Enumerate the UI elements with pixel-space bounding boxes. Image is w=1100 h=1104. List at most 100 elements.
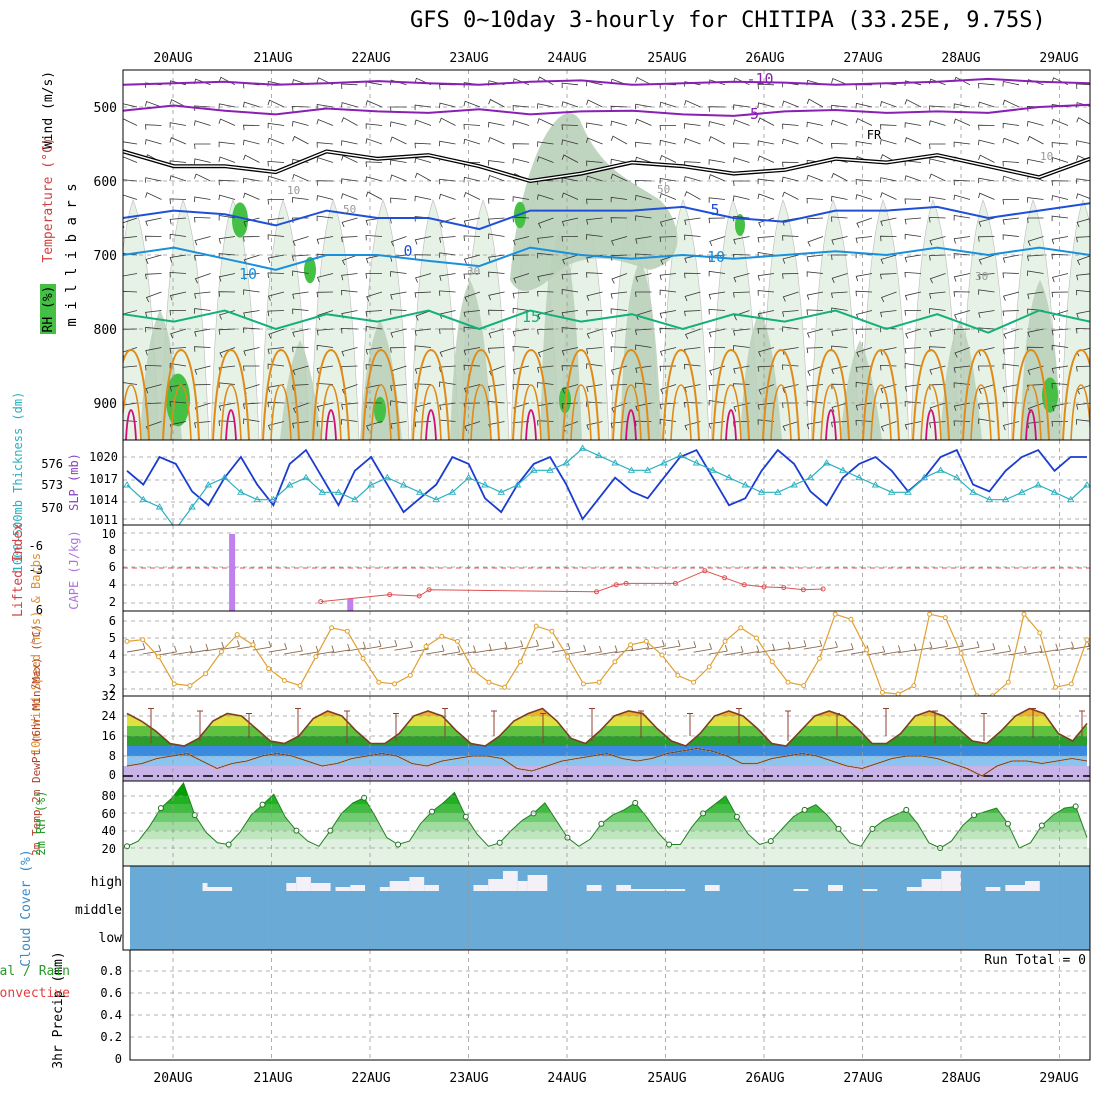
wind-barb: [880, 177, 897, 183]
wind-barb: [488, 98, 505, 108]
wind-barb: [757, 236, 775, 243]
rh2m-point: [767, 838, 774, 845]
wind-barb: [953, 273, 971, 282]
rh-area-green: [304, 256, 316, 284]
cloud-gap: [335, 887, 351, 891]
wind-barb: [659, 101, 677, 108]
wind-barb: [123, 328, 138, 330]
wind-barb: [1076, 178, 1090, 184]
wind10m-barb: [567, 644, 587, 655]
hot-contour: [825, 409, 837, 440]
li-tick: -3: [29, 563, 43, 577]
rh-area-light: [310, 199, 360, 440]
wind-barb: [512, 143, 530, 149]
wind-barb: [463, 384, 481, 394]
wind10m-label: 10m Wind Speed (m/s) & Barbs: [29, 553, 43, 755]
wind-barb: [733, 421, 750, 427]
wind-barb: [586, 363, 603, 369]
date-label-top: 25AUG: [647, 51, 686, 66]
wind10m-point: [958, 650, 964, 656]
wind-barb: [145, 192, 162, 200]
wind-barb: [414, 345, 432, 351]
slp-tick: 1011: [89, 513, 118, 527]
wind-barb: [267, 291, 285, 301]
wind10m-barb: [898, 643, 917, 654]
wind-barb: [390, 197, 407, 204]
wind-barb: [170, 328, 187, 339]
wind-barb: [341, 140, 358, 146]
ytick-500: 500: [94, 101, 117, 116]
wind-barb: [341, 178, 358, 184]
wind-barb: [757, 117, 775, 126]
wind-label: Wind (m/s): [41, 71, 56, 149]
cloud-cover-label: Cloud Cover (%): [19, 849, 34, 966]
slp-thickness-panel: 576 573 570 1020 1017 1014 1011 1000-500…: [11, 392, 1091, 572]
wind-barb: [855, 328, 873, 335]
wind-barb: [831, 383, 848, 390]
cape-bar: [229, 534, 236, 611]
wind10m-barb: [189, 643, 209, 654]
wind-barb: [292, 197, 309, 203]
thickness-point: [253, 495, 261, 503]
wind-barb: [1002, 234, 1020, 240]
wind10m-barb: [268, 642, 288, 653]
rh-area-mid: [620, 260, 662, 440]
wind10m-point: [376, 679, 382, 685]
wind-barb: [194, 196, 211, 203]
wind-barb: [414, 119, 432, 126]
wind-barb: [317, 310, 334, 321]
wind-barb: [806, 98, 824, 108]
cloud-gap: [350, 885, 366, 891]
wind-barb: [978, 289, 995, 295]
wind-barb: [1051, 142, 1069, 148]
wind-barb: [904, 363, 922, 369]
wind-barb: [365, 176, 383, 182]
wind-barb: [267, 347, 285, 355]
wind10m-barb: [315, 645, 335, 656]
upper-air-panel: -10 -5 FR 5 10 15 0 10 10 30 50 50 30 10…: [40, 69, 1091, 441]
rh2m-point: [496, 839, 503, 846]
hot-contour: [525, 409, 537, 440]
wind-barb: [390, 174, 407, 182]
temperature-line: [123, 103, 1090, 117]
wind10m-barb: [1008, 645, 1027, 656]
wind-barb: [1051, 118, 1069, 126]
wind-barb: [537, 252, 554, 259]
wind-barb: [611, 236, 628, 246]
wind10m-point: [612, 659, 618, 665]
cape-tick: 8: [109, 543, 116, 557]
thickness-point: [1018, 488, 1026, 495]
wind-barb: [439, 252, 456, 258]
wind-barb: [610, 384, 628, 391]
rh-area-mid: [540, 230, 582, 440]
wind-barb: [978, 273, 995, 280]
rh2m-point: [1004, 820, 1011, 827]
wind10m-point: [596, 679, 602, 685]
wind-barb: [341, 254, 358, 266]
wind10m-barb: [662, 639, 681, 650]
thickness-point: [578, 444, 587, 451]
wind-barb: [1002, 122, 1020, 129]
wind-barb: [365, 347, 383, 355]
wind-barb: [463, 138, 481, 145]
wind-barb: [512, 158, 530, 164]
hot-contour: [325, 409, 337, 440]
wind-barb: [537, 273, 554, 282]
contour-label-10: 10: [239, 265, 257, 283]
wind-barb: [267, 401, 285, 408]
wind-barb: [1076, 236, 1090, 243]
wind-barb: [831, 273, 848, 283]
wind-barb: [1076, 140, 1090, 146]
wind-barb: [684, 363, 701, 370]
wind10m-point: [297, 683, 303, 689]
cape-label: CAPE (J/kg): [67, 530, 81, 609]
wind-barb: [904, 99, 922, 108]
lifted-index-point: [623, 580, 629, 586]
wind-barb: [145, 364, 162, 371]
warm-contour: [612, 348, 650, 440]
wind-barb: [880, 139, 897, 145]
wind-barb: [659, 217, 677, 227]
wind-barb: [439, 402, 456, 411]
wind-barb: [635, 328, 652, 336]
wind-barb: [806, 421, 824, 430]
